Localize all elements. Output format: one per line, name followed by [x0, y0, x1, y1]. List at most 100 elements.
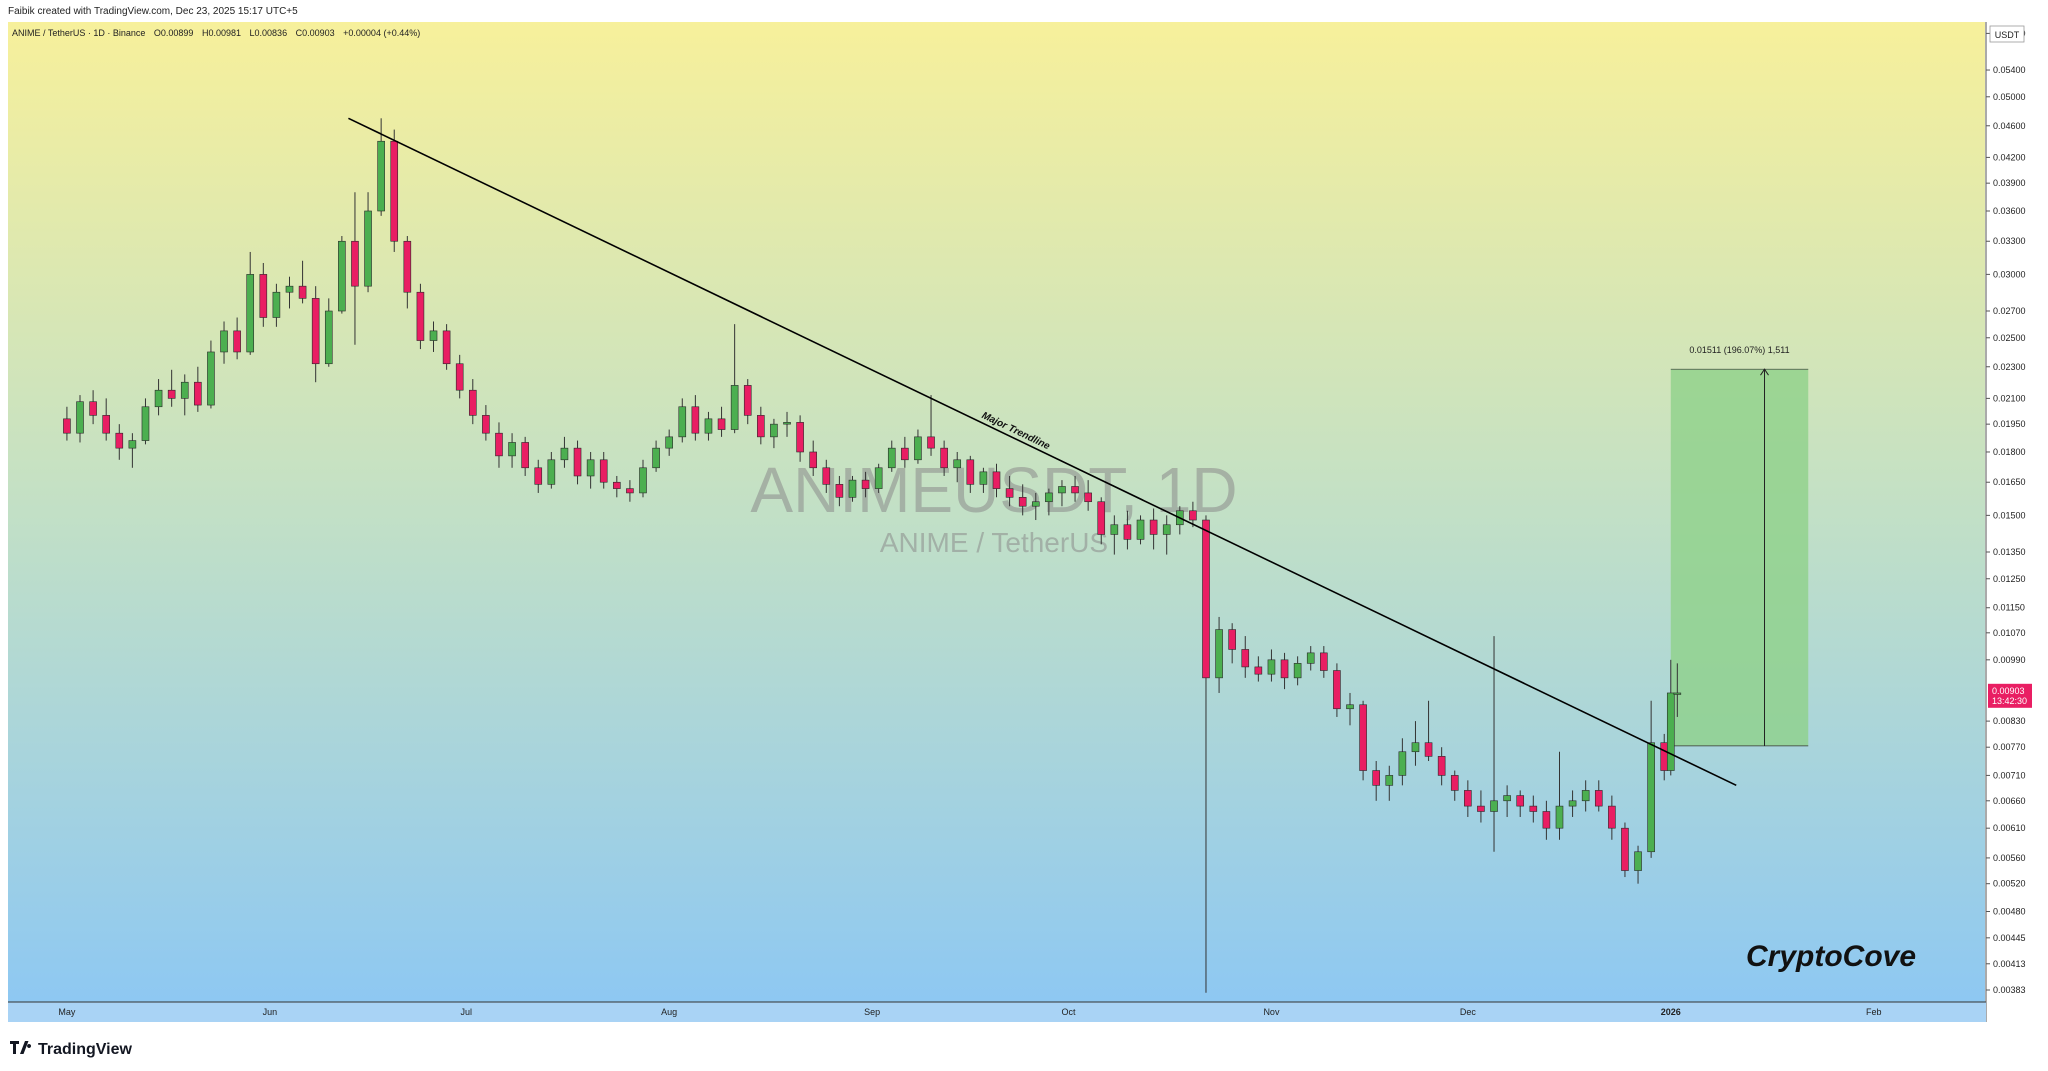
candle: [272, 283, 281, 327]
candle-body-down: [796, 422, 804, 453]
measure-tool[interactable]: 0.01511 (196.07%) 1,511: [1670, 345, 1809, 747]
candle-body-up: [1555, 805, 1564, 829]
candle: [115, 424, 124, 460]
candle: [953, 451, 962, 483]
candle: [1372, 761, 1380, 801]
candle: [1215, 616, 1223, 693]
candle: [167, 369, 176, 407]
candle: [1673, 663, 1682, 717]
candle-body-up: [1162, 524, 1171, 535]
candle-body-down: [259, 274, 268, 318]
candle: [613, 475, 621, 498]
candle-body-up: [770, 423, 778, 438]
measure-box[interactable]: [1670, 369, 1809, 746]
credit-text: Faibik created with TradingView.com, Dec…: [8, 6, 298, 17]
candle-body-up: [1346, 704, 1354, 710]
candle-body-down: [351, 240, 359, 287]
candle-body-up: [848, 479, 857, 498]
candle-body-up: [220, 330, 228, 353]
candle-body-down: [599, 459, 608, 483]
price-tick-label: 0.01070: [1993, 628, 2026, 638]
candle-body-up: [1058, 486, 1066, 494]
price-tick-label: 0.04200: [1993, 152, 2026, 162]
candle: [1437, 747, 1446, 786]
price-axis[interactable]: [1986, 22, 2048, 1022]
major-trendline[interactable]: [348, 117, 1737, 787]
candle-body-up: [1385, 775, 1394, 786]
candle-body-up: [1031, 501, 1040, 507]
time-tick-label: Feb: [1866, 1007, 1882, 1017]
time-axis[interactable]: [8, 1002, 1986, 1022]
candle-body-down: [468, 389, 477, 416]
price-tick-label: 0.05400: [1993, 65, 2026, 75]
measure-arrow-head: [1760, 368, 1769, 376]
candle: [1228, 623, 1236, 664]
candle: [1333, 663, 1341, 717]
candle-body-down: [1464, 790, 1472, 807]
candle: [1594, 780, 1603, 812]
candle-body-down: [102, 415, 110, 434]
candle-body-down: [403, 240, 412, 293]
candle: [495, 422, 503, 468]
candle-body-down: [1437, 756, 1446, 776]
tradingview-logo-text: TradingView: [38, 1041, 133, 1058]
candle-body-up: [652, 447, 660, 469]
candle-body-up: [547, 459, 556, 485]
candle: [324, 298, 333, 367]
price-tick-label: 0.02100: [1993, 393, 2026, 403]
price-tick-label: 0.01800: [1993, 447, 2026, 457]
candle-body-up: [377, 140, 385, 212]
candle-body-up: [1490, 800, 1498, 812]
candle: [1241, 636, 1250, 678]
candle: [521, 436, 529, 476]
time-ticks: May Jun Jul Aug Sep Oct Nov Dec 2026 Feb: [58, 1007, 1881, 1017]
price-tick-label: 0.00480: [1993, 907, 2026, 917]
price-tick-label: 0.01150: [1993, 603, 2025, 613]
price-tick-label: 0.00770: [1993, 742, 2026, 752]
candle-body-down: [1372, 770, 1380, 786]
candle: [1608, 795, 1616, 840]
candle-body-up: [783, 422, 791, 425]
candle-body-up: [1136, 519, 1145, 540]
candle-body-down: [1018, 497, 1027, 507]
candle-body-down: [966, 459, 975, 485]
candle: [1084, 480, 1092, 511]
candle-body-down: [1241, 649, 1250, 668]
price-tick-label: 0.04600: [1993, 121, 2026, 131]
candle: [822, 459, 831, 493]
candle: [573, 440, 582, 485]
candle: [652, 440, 660, 472]
candle-body-down: [233, 330, 241, 353]
candle: [901, 436, 909, 468]
candle: [1123, 510, 1132, 550]
candle-body-down: [1254, 666, 1263, 675]
candle: [704, 411, 713, 441]
candle: [639, 459, 647, 498]
price-tick-label: 0.00560: [1993, 853, 2026, 863]
candle-body-down: [1084, 492, 1092, 503]
candle: [927, 395, 935, 456]
candle: [403, 236, 412, 309]
tradingview-logo[interactable]: TradingView: [10, 1041, 133, 1058]
candle: [1005, 475, 1014, 507]
candle: [1320, 646, 1328, 678]
candle-body-down: [1320, 652, 1328, 671]
candle-body-up: [704, 418, 713, 434]
last-price-badge: [1988, 683, 2032, 708]
candle-body-up: [1634, 851, 1642, 871]
candle: [1045, 488, 1053, 516]
candle-body-up: [1045, 492, 1053, 503]
candle-body-down: [115, 432, 124, 449]
time-tick-label: Sep: [864, 1007, 880, 1017]
candle: [154, 379, 163, 416]
candle: [338, 236, 346, 314]
price-tick-label: 0.05000: [1993, 92, 2026, 102]
candle-body-down: [1608, 805, 1616, 829]
candle: [141, 398, 150, 445]
candle: [1529, 795, 1538, 823]
plot-background[interactable]: [8, 22, 1985, 1002]
candle: [757, 406, 765, 445]
currency-box[interactable]: [1989, 25, 2025, 43]
candle-body-up: [678, 406, 687, 438]
candle: [207, 340, 215, 409]
